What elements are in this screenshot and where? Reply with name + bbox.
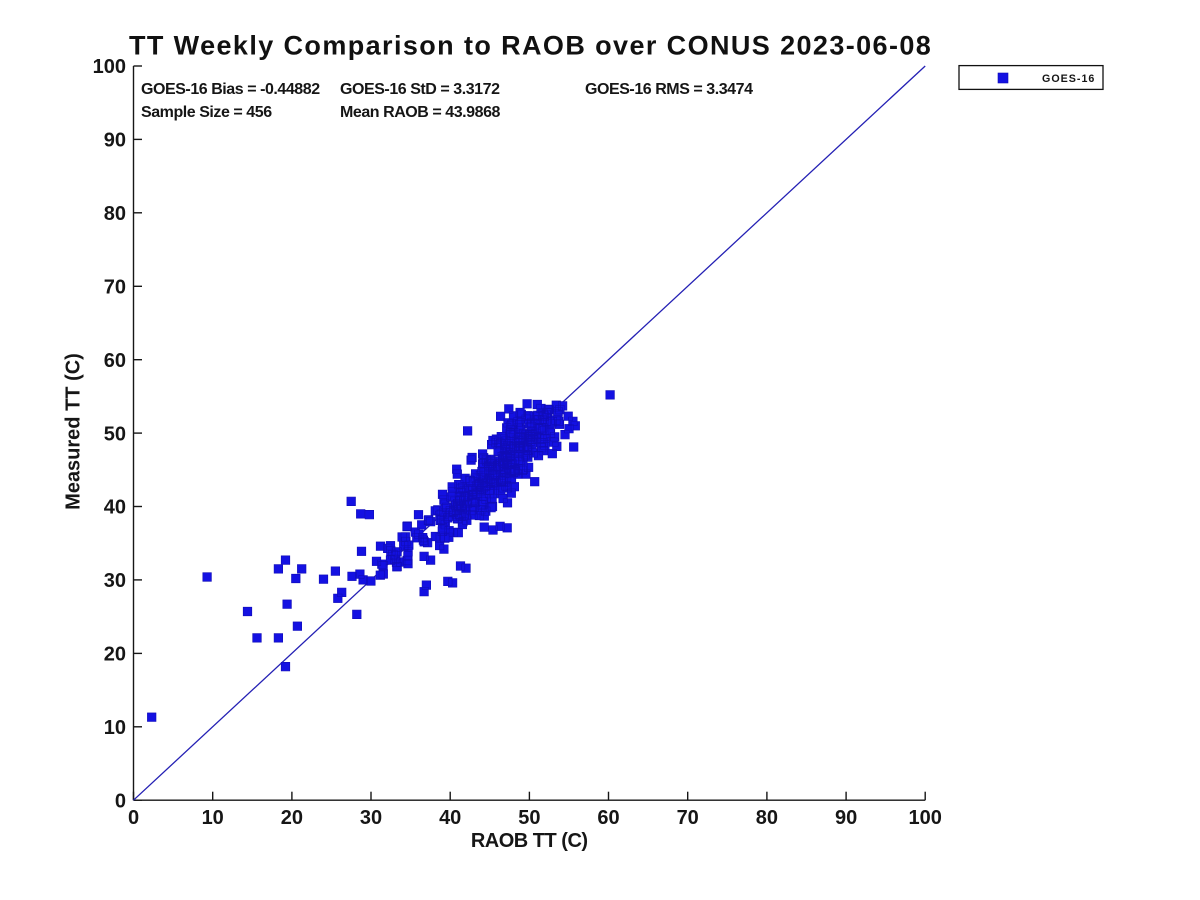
svg-text:20: 20 xyxy=(281,807,303,829)
svg-text:90: 90 xyxy=(104,130,126,152)
svg-text:10: 10 xyxy=(202,807,224,829)
svg-text:Measured TT (C): Measured TT (C) xyxy=(63,353,85,510)
svg-text:70: 70 xyxy=(677,807,699,829)
svg-text:RAOB TT (C): RAOB TT (C) xyxy=(471,830,588,852)
svg-text:GOES-16 StD = 3.3172: GOES-16 StD = 3.3172 xyxy=(340,81,500,98)
svg-text:80: 80 xyxy=(104,203,126,225)
svg-text:50: 50 xyxy=(104,423,126,445)
svg-text:Sample Size = 456: Sample Size = 456 xyxy=(141,104,272,121)
svg-text:GOES-16 Bias = -0.44882: GOES-16 Bias = -0.44882 xyxy=(141,81,320,98)
svg-text:Mean RAOB = 43.9868: Mean RAOB = 43.9868 xyxy=(340,104,501,121)
svg-text:60: 60 xyxy=(104,350,126,372)
svg-text:80: 80 xyxy=(756,807,778,829)
svg-text:30: 30 xyxy=(360,807,382,829)
svg-text:100: 100 xyxy=(909,807,942,829)
svg-text:40: 40 xyxy=(104,497,126,519)
svg-text:40: 40 xyxy=(439,807,461,829)
svg-text:0: 0 xyxy=(128,807,139,829)
svg-text:30: 30 xyxy=(104,570,126,592)
svg-text:TT Weekly Comparison to RAOB o: TT Weekly Comparison to RAOB over CONUS … xyxy=(129,31,932,61)
svg-text:50: 50 xyxy=(518,807,540,829)
svg-text:20: 20 xyxy=(104,644,126,666)
svg-text:70: 70 xyxy=(104,277,126,299)
svg-text:10: 10 xyxy=(104,717,126,739)
svg-text:GOES-16 RMS = 3.3474: GOES-16 RMS = 3.3474 xyxy=(585,81,753,98)
svg-text:GOES-16: GOES-16 xyxy=(1042,73,1095,85)
svg-text:0: 0 xyxy=(115,790,126,812)
svg-text:90: 90 xyxy=(835,807,857,829)
svg-text:100: 100 xyxy=(93,56,126,78)
svg-text:60: 60 xyxy=(597,807,619,829)
